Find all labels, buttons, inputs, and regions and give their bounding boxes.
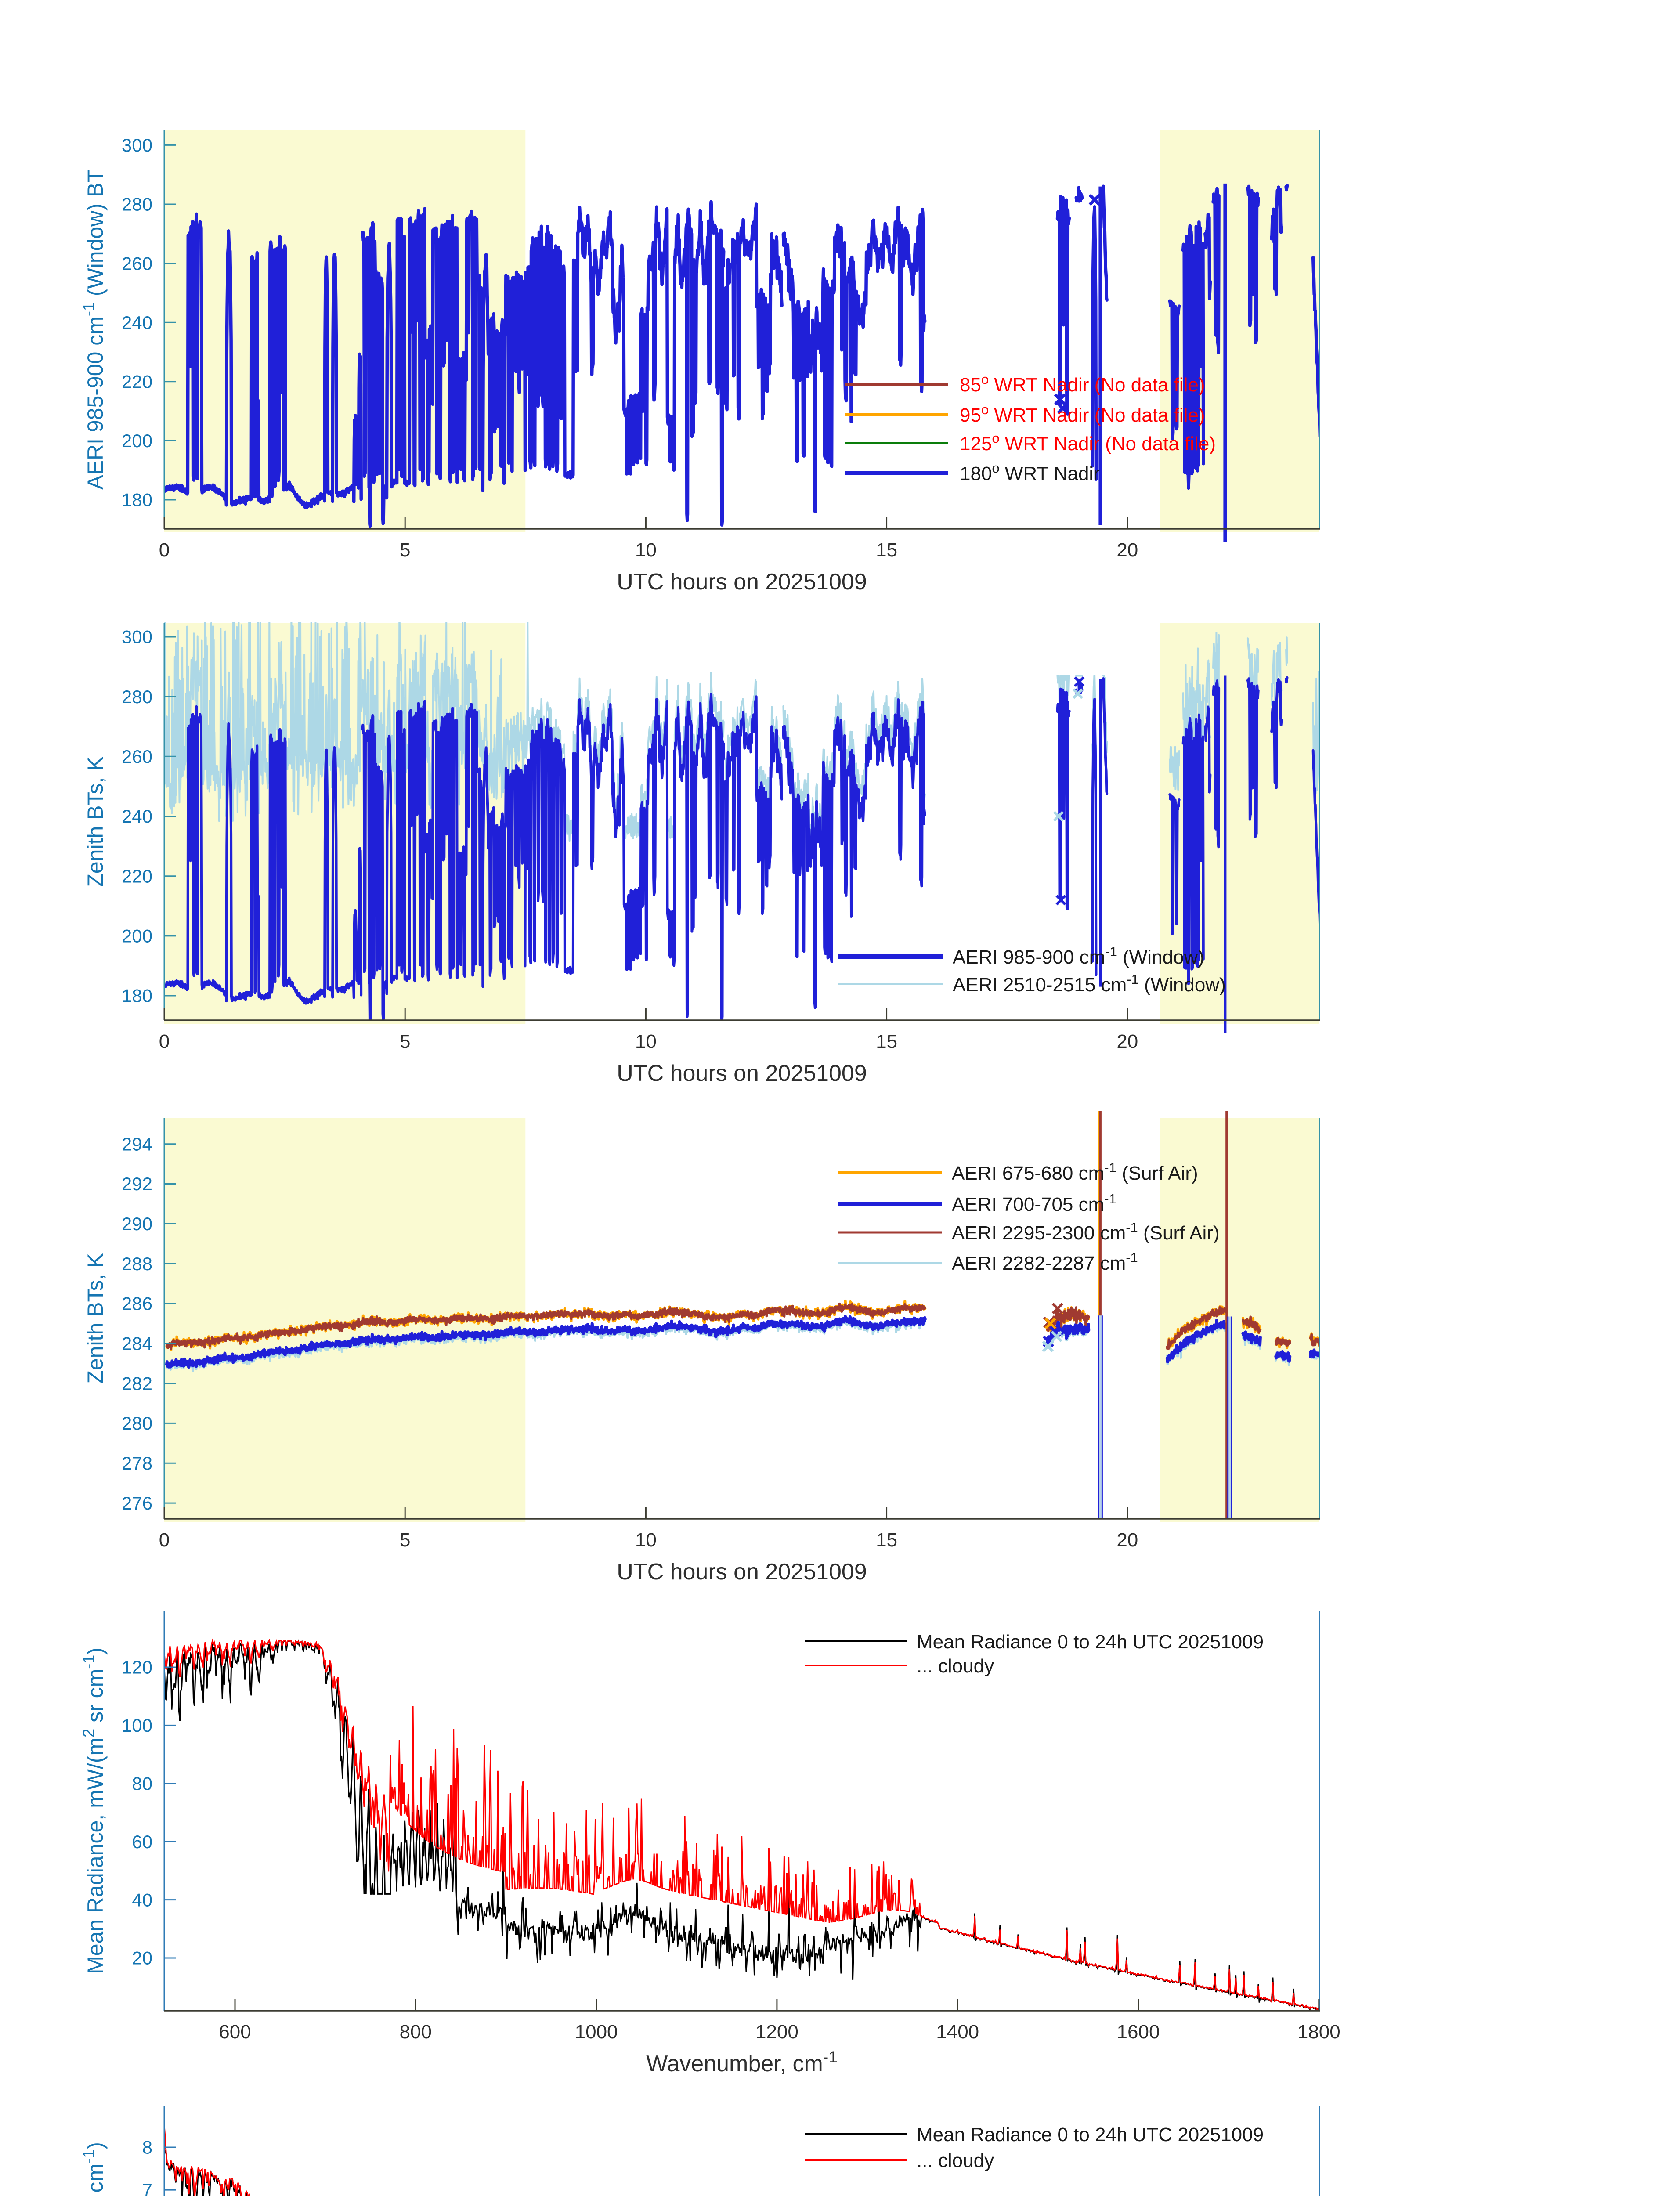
svg-text:AERI 675-680 cm-1​ (Surf Air): AERI 675-680 cm-1​ (Surf Air) bbox=[952, 1160, 1198, 1184]
svg-text:282: 282 bbox=[122, 1373, 152, 1394]
svg-text:Wavenumber, cm-1​: Wavenumber, cm-1​ bbox=[646, 2048, 838, 2077]
svg-text:1200: 1200 bbox=[755, 2021, 798, 2043]
svg-text:800: 800 bbox=[400, 2021, 432, 2043]
svg-text:60: 60 bbox=[132, 1831, 152, 1852]
svg-text:Mean Radiance 0 to 24h UTC 202: Mean Radiance 0 to 24h UTC 20251009 bbox=[917, 1631, 1264, 1653]
svg-text:1600: 1600 bbox=[1117, 2021, 1160, 2043]
svg-text:240: 240 bbox=[122, 806, 152, 827]
svg-text:220: 220 bbox=[122, 866, 152, 886]
svg-text:0: 0 bbox=[159, 1529, 170, 1551]
svg-text:AERI 2282-2287 cm-1​: AERI 2282-2287 cm-1​ bbox=[952, 1250, 1138, 1274]
svg-text:UTC hours on 20251009: UTC hours on 20251009 bbox=[617, 1061, 867, 1086]
svg-text:5: 5 bbox=[400, 539, 410, 561]
svg-text:20: 20 bbox=[1116, 539, 1138, 561]
svg-text:200: 200 bbox=[122, 926, 152, 946]
svg-text:AERI 985-900 cm-1​ (Window): AERI 985-900 cm-1​ (Window) bbox=[953, 944, 1204, 968]
svg-text:Zenith BTs, K: Zenith BTs, K bbox=[83, 756, 108, 887]
svg-text:600: 600 bbox=[219, 2021, 251, 2043]
svg-text:8: 8 bbox=[142, 2137, 152, 2158]
svg-text:40: 40 bbox=[132, 1889, 152, 1910]
svg-text:5: 5 bbox=[400, 1529, 410, 1551]
svg-text:0: 0 bbox=[159, 1031, 170, 1052]
svg-text:0: 0 bbox=[159, 539, 170, 561]
svg-text:260: 260 bbox=[122, 253, 152, 274]
svg-text:10: 10 bbox=[635, 539, 657, 561]
svg-text:... cloudy: ... cloudy bbox=[917, 1655, 994, 1677]
svg-text:85o​ WRT Nadir (No data file): 85o​ WRT Nadir (No data file) bbox=[960, 372, 1205, 396]
svg-text:300: 300 bbox=[122, 135, 152, 155]
svg-text:120: 120 bbox=[122, 1657, 152, 1678]
svg-text:100: 100 bbox=[122, 1715, 152, 1736]
svg-text:180: 180 bbox=[122, 490, 152, 510]
svg-text:280: 280 bbox=[122, 194, 152, 215]
svg-text:AERI 985-900 cm-1​ (Window) BT: AERI 985-900 cm-1​ (Window) BT bbox=[79, 169, 108, 489]
svg-text:294: 294 bbox=[122, 1134, 152, 1154]
svg-text:10: 10 bbox=[635, 1529, 657, 1551]
svg-text:286: 286 bbox=[122, 1293, 152, 1314]
svg-text:Zenith BTs, K: Zenith BTs, K bbox=[83, 1253, 108, 1383]
svg-text:15: 15 bbox=[876, 1031, 897, 1052]
svg-text:290: 290 bbox=[122, 1214, 152, 1234]
svg-text:200: 200 bbox=[122, 430, 152, 451]
svg-text:15: 15 bbox=[876, 1529, 897, 1551]
svg-text:AERI 700-705 cm-1​: AERI 700-705 cm-1​ bbox=[952, 1191, 1116, 1215]
svg-text:278: 278 bbox=[122, 1453, 152, 1474]
svg-text:280: 280 bbox=[122, 1413, 152, 1434]
svg-text:1800: 1800 bbox=[1297, 2021, 1340, 2043]
svg-text:260: 260 bbox=[122, 746, 152, 767]
svg-text:220: 220 bbox=[122, 372, 152, 392]
svg-text:20: 20 bbox=[1116, 1529, 1138, 1551]
svg-text:AERI 2295-2300 cm-1​ (Surf Air: AERI 2295-2300 cm-1​ (Surf Air) bbox=[952, 1220, 1220, 1244]
svg-text:15: 15 bbox=[876, 539, 897, 561]
svg-text:Mean Radiance 0 to 24h UTC 202: Mean Radiance 0 to 24h UTC 20251009 bbox=[917, 2124, 1264, 2145]
svg-text:288: 288 bbox=[122, 1253, 152, 1274]
svg-text:... cloudy: ... cloudy bbox=[917, 2150, 994, 2171]
svg-text:Mean Radiance, mW/(m2​ sr cm-1: Mean Radiance, mW/(m2​ sr cm-1​) bbox=[79, 1647, 108, 1974]
svg-text:180: 180 bbox=[122, 986, 152, 1006]
svg-text:95o​ WRT Nadir (No data file): 95o​ WRT Nadir (No data file) bbox=[960, 402, 1205, 426]
svg-text:7: 7 bbox=[142, 2180, 152, 2196]
svg-text:276: 276 bbox=[122, 1493, 152, 1513]
svg-text:5: 5 bbox=[400, 1031, 410, 1052]
svg-text:AERI 2510-2515 cm-1​ (Window): AERI 2510-2515 cm-1​ (Window) bbox=[953, 972, 1226, 996]
svg-text:280: 280 bbox=[122, 686, 152, 707]
svg-text:240: 240 bbox=[122, 312, 152, 333]
svg-text:1000: 1000 bbox=[575, 2021, 618, 2043]
svg-text:300: 300 bbox=[122, 627, 152, 647]
svg-text:292: 292 bbox=[122, 1174, 152, 1194]
svg-text:80: 80 bbox=[132, 1773, 152, 1794]
svg-text:10: 10 bbox=[635, 1031, 657, 1052]
svg-text:UTC hours on 20251009: UTC hours on 20251009 bbox=[617, 1559, 867, 1585]
svg-text:284: 284 bbox=[122, 1333, 152, 1354]
svg-text:UTC hours on 20251009: UTC hours on 20251009 bbox=[617, 569, 867, 595]
svg-text:180o​ WRT Nadir: 180o​ WRT Nadir bbox=[960, 460, 1100, 484]
svg-text:125o​ WRT Nadir (No data file): 125o​ WRT Nadir (No data file) bbox=[960, 430, 1216, 455]
svg-text:20: 20 bbox=[132, 1948, 152, 1968]
svg-text:1400: 1400 bbox=[936, 2021, 979, 2043]
svg-text:20: 20 bbox=[1116, 1031, 1138, 1052]
